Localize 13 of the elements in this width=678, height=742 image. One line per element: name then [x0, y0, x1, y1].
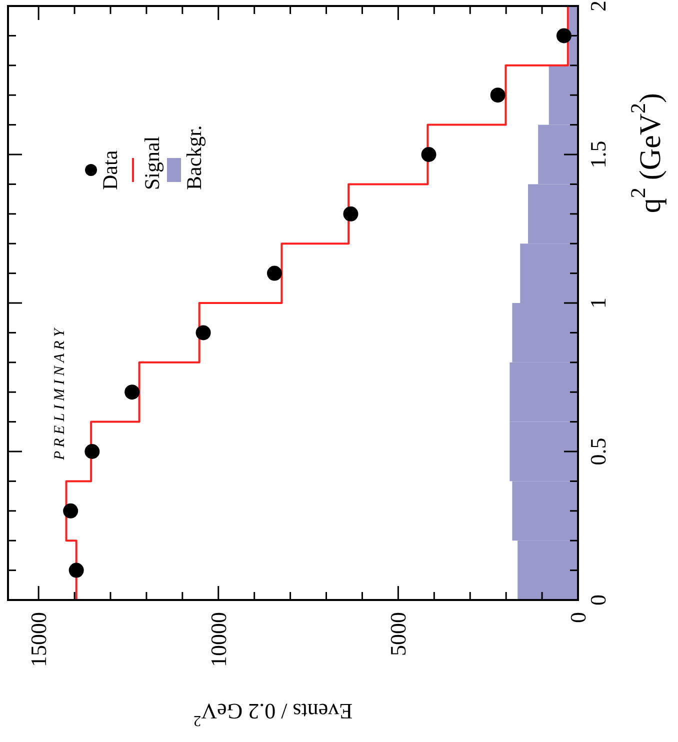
- x-tick-label: 0: [566, 612, 590, 623]
- y-tick-label: 0.5: [586, 438, 610, 466]
- y-tick-label: 1: [586, 298, 610, 308]
- x-tick-label: 5000: [386, 612, 411, 656]
- legend-label: Data: [98, 150, 122, 190]
- x-tick-label: 10000: [206, 612, 231, 667]
- y-tick-label: 0: [586, 594, 610, 606]
- legend-label: Signal: [140, 136, 164, 190]
- legend-label: Backgr.: [182, 125, 206, 190]
- x-tick-label: 15000: [26, 612, 52, 667]
- y-tick-label: 2: [586, 0, 610, 12]
- annotation: P R E L I M I N A R Y: [52, 326, 68, 461]
- y-tick-label: 1.5: [586, 140, 610, 168]
